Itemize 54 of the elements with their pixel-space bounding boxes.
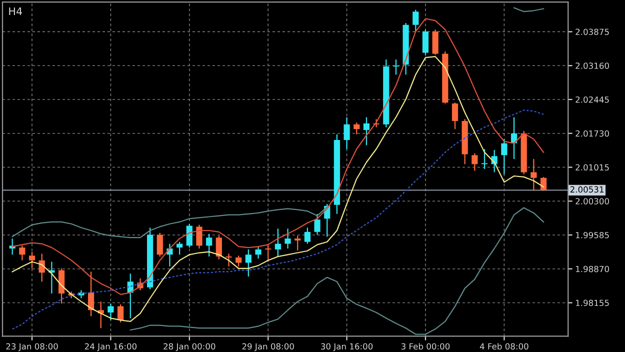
- candlestick: [265, 244, 272, 262]
- y-tick-label: 2.03160: [576, 62, 609, 69]
- candlestick: [452, 102, 458, 130]
- candlestick: [216, 235, 222, 260]
- candlestick: [117, 304, 124, 323]
- y-tick-label: 1.98155: [576, 300, 609, 306]
- candlestick: [206, 233, 212, 258]
- x-tick-label: 29 Jan 08:00: [242, 343, 294, 352]
- candlestick: [236, 255, 242, 268]
- candlestick: [19, 245, 26, 261]
- y-tick-label: 2.02445: [576, 96, 609, 103]
- y-tick-label: 2.01015: [576, 164, 609, 171]
- candlestick: [392, 58, 400, 76]
- candlestick: [108, 302, 114, 321]
- x-tick-label: 28 Jan 00:00: [164, 343, 216, 352]
- candlestick: [363, 116, 370, 146]
- y-tick-label: 1.99585: [576, 232, 609, 238]
- candlestick: [28, 251, 36, 269]
- candlestick: [432, 29, 438, 56]
- candlestick: [412, 9, 419, 32]
- x-tick-label: 24 Jan 16:00: [84, 343, 137, 352]
- ref-line-label: 2.00531: [570, 186, 604, 193]
- line-series: [12, 110, 544, 330]
- candlestick: [501, 138, 508, 175]
- x-tick-label: 30 Jan 16:00: [321, 343, 373, 352]
- candlestick: [422, 29, 429, 56]
- y-tick-label: 2.00300: [576, 198, 609, 204]
- x-tick-label: 3 Feb 00:00: [401, 343, 450, 350]
- candlestick: [530, 158, 537, 192]
- candlestick: [284, 228, 291, 250]
- x-tick-label: 4 Feb 08:00: [480, 343, 528, 350]
- candlestick: [196, 224, 202, 250]
- candlestick: [176, 241, 183, 256]
- x-tick-label: 23 Jan 08:00: [6, 343, 58, 352]
- candlestick: [294, 235, 301, 251]
- candlestick: [304, 227, 310, 244]
- line-series: [12, 56, 544, 322]
- candlestick: [314, 213, 320, 236]
- candlestick: [156, 232, 163, 258]
- candlestick: [274, 228, 281, 258]
- line-series: [130, 207, 544, 335]
- candlestick: [226, 253, 232, 268]
- y-tick-label: 2.01730: [576, 130, 609, 137]
- candlestick: [58, 268, 65, 304]
- candlestick: [481, 148, 488, 170]
- chart-title: H4: [9, 7, 22, 16]
- candlestick: [255, 246, 262, 260]
- y-tick-label: 2.03875: [576, 28, 609, 36]
- candlestick: [354, 122, 360, 135]
- candlestick: [245, 248, 252, 278]
- candlestick: [472, 152, 478, 172]
- candlestick: [186, 223, 192, 248]
- candlestick: [344, 116, 350, 150]
- y-tick-label: 1.98870: [576, 266, 609, 272]
